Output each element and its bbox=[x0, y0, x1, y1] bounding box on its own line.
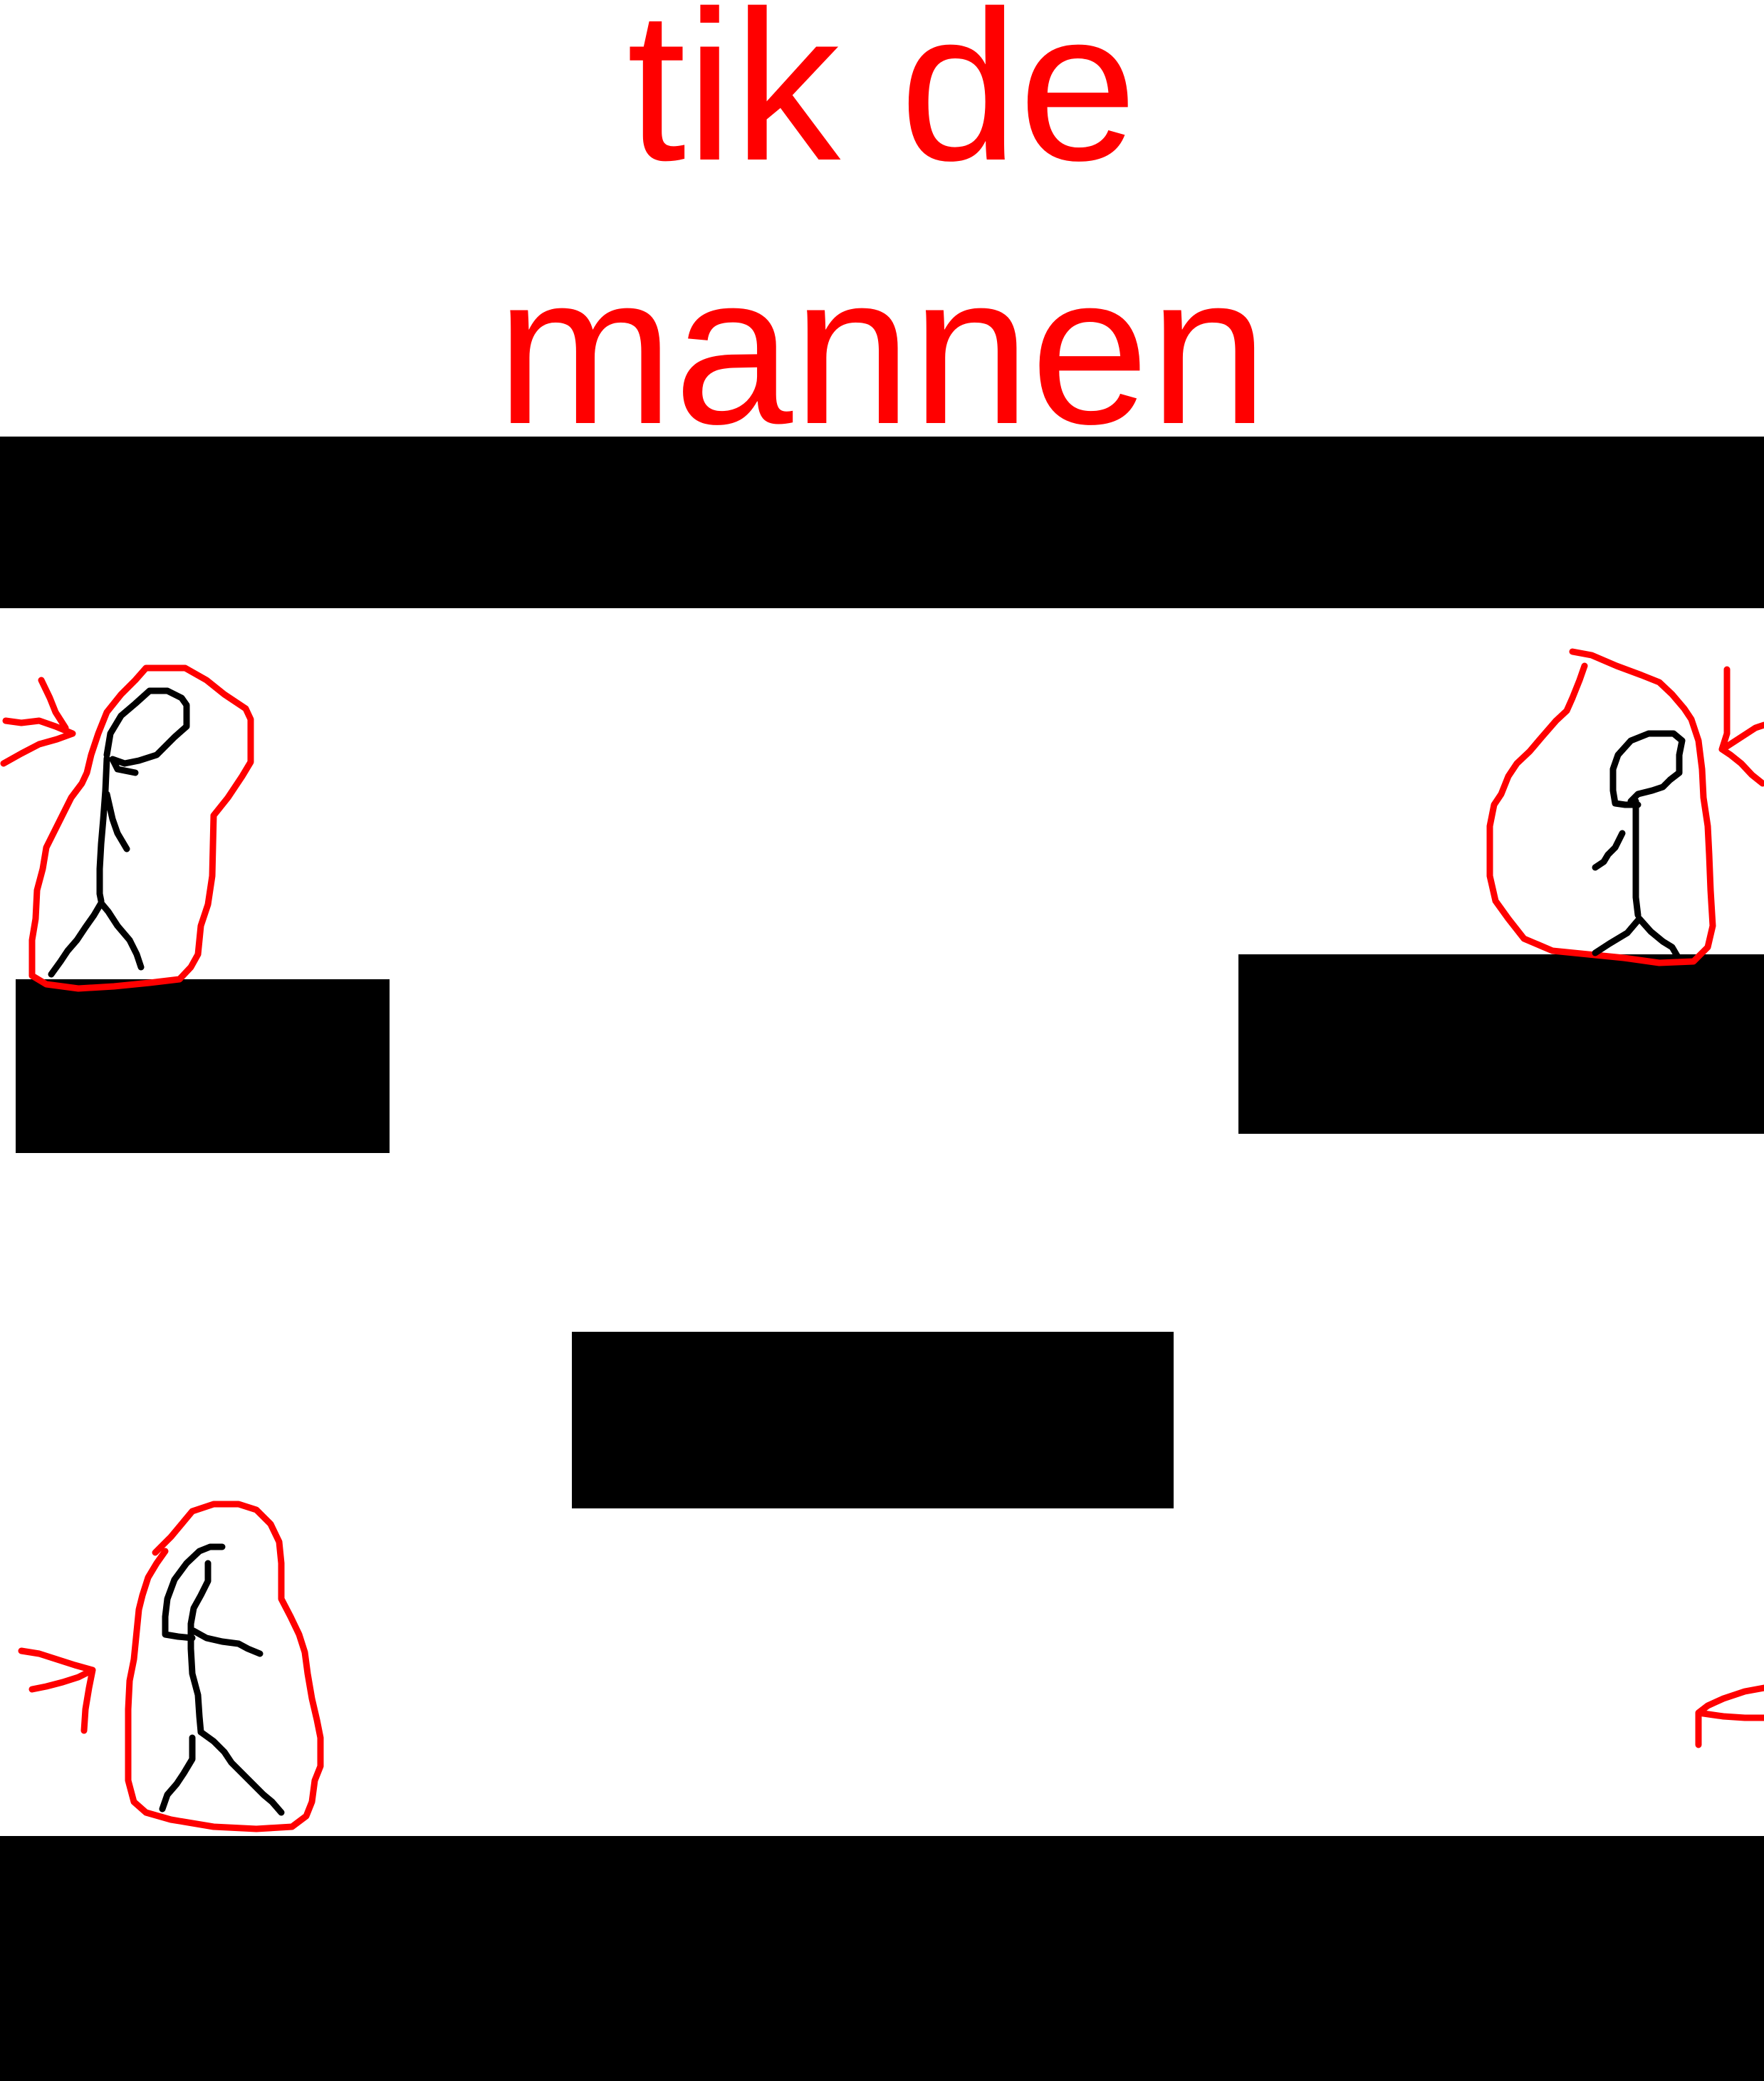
stick-figure-body bbox=[1632, 798, 1642, 919]
stick-figure-body bbox=[96, 755, 110, 904]
man-left-lower[interactable] bbox=[125, 1501, 324, 1832]
stick-figure-arm bbox=[103, 791, 130, 852]
stick-figure-head bbox=[162, 1543, 226, 1642]
circle-marker bbox=[28, 664, 254, 992]
stick-figure-head bbox=[1609, 730, 1686, 808]
title-line-1: tik de bbox=[626, 0, 1138, 205]
left-ledge-platform bbox=[16, 979, 390, 1153]
arrow-right-upper bbox=[1718, 666, 1764, 787]
stick-figure-head bbox=[103, 687, 190, 776]
circle-marker bbox=[1486, 648, 1716, 966]
stick-figure-arm bbox=[190, 1627, 263, 1657]
man-left-upper[interactable] bbox=[28, 664, 254, 992]
stick-figure-body bbox=[187, 1560, 212, 1736]
floor-platform bbox=[0, 1836, 1764, 2081]
title-line-2: mannen bbox=[496, 229, 1268, 469]
right-ledge-platform bbox=[1238, 954, 1764, 1134]
arrow-right-lower bbox=[1695, 1684, 1764, 1748]
circle-marker bbox=[125, 1501, 324, 1832]
stick-figure-arm bbox=[1592, 830, 1626, 871]
man-right-upper[interactable] bbox=[1486, 648, 1716, 966]
stick-figure-legs bbox=[1592, 915, 1681, 959]
stick-figure-legs bbox=[159, 1728, 285, 1816]
arrow-left-upper bbox=[0, 677, 76, 767]
ceiling-platform bbox=[0, 437, 1764, 608]
middle-block-platform bbox=[572, 1332, 1174, 1508]
arrow-left-lower bbox=[18, 1647, 96, 1734]
stick-figure-legs bbox=[48, 899, 145, 978]
